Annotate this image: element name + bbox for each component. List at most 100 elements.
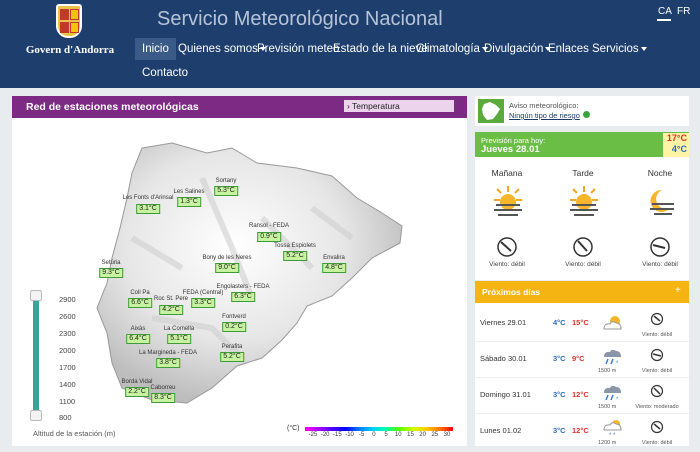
altitude-range-bar[interactable] [33, 292, 39, 412]
legend-tick: -25 [308, 432, 318, 438]
station-value[interactable]: 5.3°C [214, 186, 238, 196]
rain-snow-icon: * [604, 349, 621, 366]
nav-prevision-meteo[interactable]: Previsión meteo [257, 43, 340, 55]
svg-text:*: * [616, 397, 619, 402]
wind-label: Viento: débil [565, 261, 601, 268]
station-value[interactable]: 5.2°C [283, 251, 307, 261]
warning-title: Aviso meteorológico: [509, 101, 579, 110]
govern-logo[interactable]: Govern d'Andorra [20, 4, 120, 56]
altitude-label: Altitud de la estación (m) [33, 429, 116, 438]
station-value[interactable]: 3.8°C [156, 358, 180, 368]
legend-tick: -15 [333, 432, 342, 438]
station-value[interactable]: 9.3°C [99, 268, 123, 278]
warning-status-link[interactable]: Ningún tipo de riesgo [509, 111, 580, 120]
legend-tick: -10 [345, 432, 354, 438]
station-name: Fontverd [222, 314, 246, 320]
wind-direction-icon [573, 237, 593, 257]
legend-tick: 20 [419, 432, 426, 438]
station-value[interactable]: 0.2°C [222, 322, 246, 332]
stations-panel-title: Red de estaciones meteorológicas [26, 101, 199, 113]
day-name: Viernes 29.01 [480, 318, 527, 327]
nav-enlaces[interactable]: Enlaces [548, 43, 589, 55]
station-value[interactable]: 4.8°C [322, 263, 346, 273]
station-value[interactable]: 3.3°C [191, 298, 215, 308]
station-value[interactable]: 4.2°C [159, 305, 183, 315]
nav-contacto[interactable]: Contacto [142, 67, 189, 79]
period-label: Mañana [491, 168, 523, 178]
snow-level: 1200 m [598, 440, 617, 446]
station-value[interactable]: 6.6°C [128, 298, 152, 308]
station-value[interactable]: 6.3°C [231, 292, 255, 302]
sun-fog-icon [494, 186, 522, 216]
weather-warning-box[interactable]: Aviso meteorológico: Ningún tipo de ries… [475, 96, 689, 126]
nav-divulgacion[interactable]: Divulgación [477, 38, 558, 60]
today-temps: 17°C 4°C [663, 133, 689, 157]
station-value[interactable]: 0.9°C [257, 232, 281, 242]
today-max-temp: 17°C [666, 133, 687, 143]
day-wind: Viento: moderado [635, 404, 679, 410]
stations-panel-header: Red de estaciones meteorológicas › Tempe… [12, 96, 467, 118]
lang-active-indicator [657, 19, 671, 21]
legend-tick: 10 [394, 432, 402, 438]
station-name: Les Salines [173, 189, 205, 195]
caret-down-icon [545, 46, 552, 51]
nav-estado-nieve[interactable]: Estado de la nieve [333, 43, 428, 55]
altitude-tick: 1700 [59, 363, 76, 372]
nav-servicios[interactable]: Servicios [585, 38, 654, 60]
nav-quienes-somos[interactable]: Quienes somos [171, 38, 273, 60]
day-wind: Viento: débil [641, 332, 673, 338]
wind-direction-icon [650, 420, 664, 434]
station-value[interactable]: 8.3°C [151, 393, 175, 403]
station-value[interactable]: 1.3°C [177, 197, 201, 207]
sun-snow-icon: * * [603, 420, 622, 438]
andorra-shield-icon [56, 4, 82, 38]
station-value[interactable]: 9.0°C [215, 263, 239, 273]
day-max-temp: 12°C [572, 426, 589, 435]
wind-direction-icon [650, 312, 664, 326]
altitude-max-handle[interactable] [30, 290, 42, 301]
andorra-relief-map[interactable] [12, 118, 467, 446]
nav-inicio[interactable]: Inicio [135, 38, 176, 60]
altitude-tick: 1400 [59, 380, 76, 389]
station-value[interactable]: 2.2°C [125, 387, 149, 397]
expand-icon[interactable]: + [675, 285, 681, 296]
station-name: Envalira [323, 255, 345, 261]
altitude-min-handle[interactable] [30, 410, 42, 421]
caret-down-icon [481, 46, 488, 51]
station-value[interactable]: 5.1°C [167, 334, 191, 344]
site-title[interactable]: Servicio Meteorológico Nacional [157, 8, 443, 30]
station-name: Aixàs [130, 326, 146, 332]
station-value[interactable]: 5.2°C [220, 352, 244, 362]
day-row: Sábado 30.01 3°C 9°C * 1500 m Viento: dé… [475, 342, 689, 378]
legend-tick: 0 [372, 432, 376, 438]
station-value[interactable]: 3.1°C [136, 204, 160, 214]
info-icon[interactable] [583, 111, 590, 118]
station-name: Roc St. Pere [153, 296, 189, 302]
day-min-temp: 4°C [553, 318, 566, 327]
lang-ca-link[interactable]: CA [658, 6, 672, 17]
altitude-tick: 2600 [59, 312, 76, 321]
station-name: Tossa Espiolets [274, 243, 316, 249]
station-name: Les Fonts d'Arinsal [122, 195, 174, 201]
day-max-temp: 12°C [572, 390, 589, 399]
day-name: Lunes 01.02 [480, 426, 522, 435]
station-value[interactable]: 6.4°C [126, 334, 150, 344]
station-name: Borda Vidal [121, 379, 153, 385]
today-min-temp: 4°C [671, 144, 687, 154]
nav-climatologia[interactable]: Climatología [409, 38, 495, 60]
station-name: Sortany [215, 178, 237, 184]
day-row: Domingo 31.01 3°C 12°C * 1500 m Viento: … [475, 378, 689, 414]
today-forecast-card: Previsión para hoy: Jueves 28.01 17°C 4°… [475, 132, 689, 280]
lang-fr-link[interactable]: FR [677, 6, 691, 17]
moon-fog-icon [650, 189, 674, 215]
day-max-temp: 15°C [572, 318, 589, 327]
svg-text:* *: * * [609, 433, 616, 438]
legend-tick: 30 [443, 432, 451, 438]
next-days-header[interactable]: Próximos días + [475, 281, 689, 303]
altitude-tick: 2000 [59, 346, 76, 355]
station-name: Caborreu [150, 385, 176, 391]
station-name: La Comella [163, 326, 195, 332]
layer-select[interactable]: › Temperatura [344, 100, 454, 112]
sun-fog-icon [570, 186, 598, 216]
altitude-tick: 2300 [59, 329, 76, 338]
